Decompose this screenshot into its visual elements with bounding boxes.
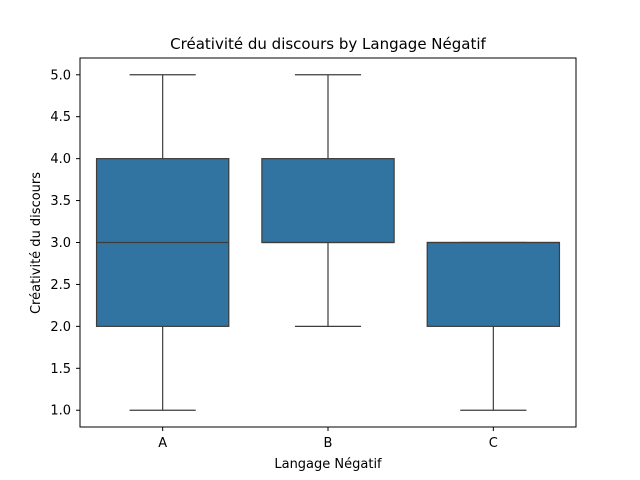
y-tick-label: 1.0 <box>50 404 71 419</box>
x-tick-label: C <box>489 436 498 451</box>
chart-title: Créativité du discours by Langage Négati… <box>170 35 486 53</box>
y-axis: 1.0 1.5 2.0 2.5 3.0 3.5 4.0 4.5 5.0 <box>50 68 80 419</box>
x-axis-label: Langage Négatif <box>274 457 382 472</box>
box-group-A <box>95 74 230 411</box>
y-axis-label: Créativité du discours <box>29 172 44 314</box>
y-tick-label: 3.5 <box>50 194 71 209</box>
y-tick-label: 1.5 <box>50 362 71 377</box>
y-tick-label: 2.5 <box>50 278 71 293</box>
box-iqr <box>261 158 395 244</box>
box-group-C <box>426 241 561 411</box>
y-tick-label: 4.0 <box>50 152 71 167</box>
y-tick-label: 4.5 <box>50 110 71 125</box>
plot-area <box>79 57 577 428</box>
y-tick-label: 2.0 <box>50 320 71 335</box>
x-tick-label: B <box>324 436 333 451</box>
box-iqr <box>426 241 561 327</box>
box-group-B <box>261 74 395 327</box>
x-tick-label: A <box>158 436 167 451</box>
y-tick-label: 5.0 <box>50 68 71 83</box>
x-axis: A B C <box>158 427 498 451</box>
y-tick-label: 3.0 <box>50 236 71 251</box>
